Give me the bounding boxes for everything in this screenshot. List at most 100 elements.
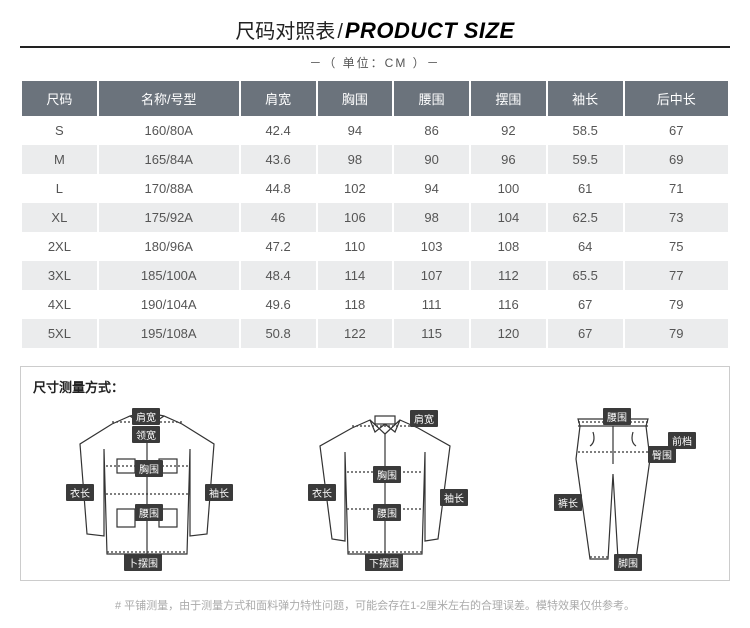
table-cell: 3XL: [22, 261, 97, 290]
title-underline: [20, 46, 730, 48]
table-cell: 44.8: [241, 174, 316, 203]
shirt-sleeve-tag: 袖长: [440, 489, 468, 506]
table-cell: 65.5: [548, 261, 623, 290]
table-header: 尺码: [22, 81, 97, 116]
table-header: 摆围: [471, 81, 546, 116]
title-en: PRODUCT SIZE: [345, 18, 515, 43]
table-cell: 79: [625, 319, 728, 348]
table-cell: 59.5: [548, 145, 623, 174]
shirt-shoulder-tag: 肩宽: [410, 410, 438, 427]
jacket-hem-tag: 卜摆围: [124, 554, 162, 571]
pants-diagram: 腰围 臀围 前档 裤长 脚围: [518, 404, 708, 574]
table-cell: 47.2: [241, 232, 316, 261]
table-cell: 96: [471, 145, 546, 174]
table-cell: 107: [394, 261, 469, 290]
unit-label: －（ 单位：CM ）－: [20, 54, 730, 71]
table-cell: 61: [548, 174, 623, 203]
jacket-collar-tag: 领宽: [132, 426, 160, 443]
table-cell: 102: [318, 174, 393, 203]
table-row: 4XL190/104A49.61181111166779: [22, 290, 728, 319]
table-cell: 106: [318, 203, 393, 232]
size-table: 尺码名称/号型肩宽胸围腰围摆围袖长后中长 S160/80A42.49486925…: [20, 81, 730, 348]
table-cell: 92: [471, 116, 546, 145]
table-cell: 100: [471, 174, 546, 203]
pants-svg: [518, 404, 708, 574]
measure-box: 尺寸测量方式：: [20, 366, 730, 581]
table-cell: 62.5: [548, 203, 623, 232]
table-cell: 108: [471, 232, 546, 261]
table-cell: S: [22, 116, 97, 145]
table-cell: 185/100A: [99, 261, 239, 290]
table-row: 5XL195/108A50.81221151206779: [22, 319, 728, 348]
footnote: # 平铺测量，由于测量方式和面料弹力特性问题，可能会存在1-2厘米左右的合理误差…: [20, 597, 730, 613]
table-cell: 98: [318, 145, 393, 174]
table-cell: 118: [318, 290, 393, 319]
shirt-diagram: 肩宽 胸围 衣长 腰围 袖长 下摆围: [280, 404, 490, 574]
jacket-chest-tag: 胸围: [135, 460, 163, 477]
table-cell: 77: [625, 261, 728, 290]
table-cell: 90: [394, 145, 469, 174]
title-cn: 尺码对照表: [235, 21, 335, 43]
table-cell: 103: [394, 232, 469, 261]
table-cell: 5XL: [22, 319, 97, 348]
table-cell: 122: [318, 319, 393, 348]
table-row: XL175/92A461069810462.573: [22, 203, 728, 232]
table-header: 后中长: [625, 81, 728, 116]
table-cell: 180/96A: [99, 232, 239, 261]
table-cell: 49.6: [241, 290, 316, 319]
table-cell: 79: [625, 290, 728, 319]
table-cell: 114: [318, 261, 393, 290]
table-header: 袖长: [548, 81, 623, 116]
table-cell: 2XL: [22, 232, 97, 261]
table-cell: 67: [625, 116, 728, 145]
jacket-sleeve-tag: 袖长: [205, 484, 233, 501]
table-cell: 94: [394, 174, 469, 203]
table-cell: 94: [318, 116, 393, 145]
diagrams-row: 肩宽 领宽 胸围 衣长 腰围 袖长 卜摆围: [33, 404, 717, 574]
table-cell: 46: [241, 203, 316, 232]
table-cell: 104: [471, 203, 546, 232]
table-row: M165/84A43.698909659.569: [22, 145, 728, 174]
table-row: L170/88A44.8102941006171: [22, 174, 728, 203]
table-cell: 58.5: [548, 116, 623, 145]
shirt-chest-tag: 胸围: [373, 466, 401, 483]
table-cell: 43.6: [241, 145, 316, 174]
table-cell: 48.4: [241, 261, 316, 290]
table-cell: 50.8: [241, 319, 316, 348]
jacket-diagram: 肩宽 领宽 胸围 衣长 腰围 袖长 卜摆围: [42, 404, 252, 574]
table-cell: 69: [625, 145, 728, 174]
table-cell: 71: [625, 174, 728, 203]
table-cell: 98: [394, 203, 469, 232]
table-cell: 160/80A: [99, 116, 239, 145]
table-cell: 42.4: [241, 116, 316, 145]
table-cell: 75: [625, 232, 728, 261]
page-title: 尺码对照表/PRODUCT SIZE: [20, 15, 730, 44]
table-cell: 110: [318, 232, 393, 261]
pants-rise-tag: 前档: [668, 432, 696, 449]
table-cell: 4XL: [22, 290, 97, 319]
table-cell: 67: [548, 290, 623, 319]
table-header: 名称/号型: [99, 81, 239, 116]
table-row: 3XL185/100A48.411410711265.577: [22, 261, 728, 290]
pants-cuff-tag: 脚围: [614, 554, 642, 571]
measure-title: 尺寸测量方式：: [33, 377, 717, 396]
table-cell: 112: [471, 261, 546, 290]
table-cell: 120: [471, 319, 546, 348]
shirt-waist-tag: 腰围: [373, 504, 401, 521]
table-cell: 116: [471, 290, 546, 319]
table-header: 肩宽: [241, 81, 316, 116]
jacket-length-tag: 衣长: [66, 484, 94, 501]
table-cell: 170/88A: [99, 174, 239, 203]
table-cell: 175/92A: [99, 203, 239, 232]
table-cell: L: [22, 174, 97, 203]
table-cell: XL: [22, 203, 97, 232]
table-cell: 111: [394, 290, 469, 319]
shirt-hem-tag: 下摆围: [365, 554, 403, 571]
table-header: 胸围: [318, 81, 393, 116]
pants-waist-tag: 腰围: [603, 408, 631, 425]
table-cell: 73: [625, 203, 728, 232]
jacket-waist-tag: 腰围: [135, 504, 163, 521]
table-row: S160/80A42.494869258.567: [22, 116, 728, 145]
table-cell: 64: [548, 232, 623, 261]
table-cell: 86: [394, 116, 469, 145]
